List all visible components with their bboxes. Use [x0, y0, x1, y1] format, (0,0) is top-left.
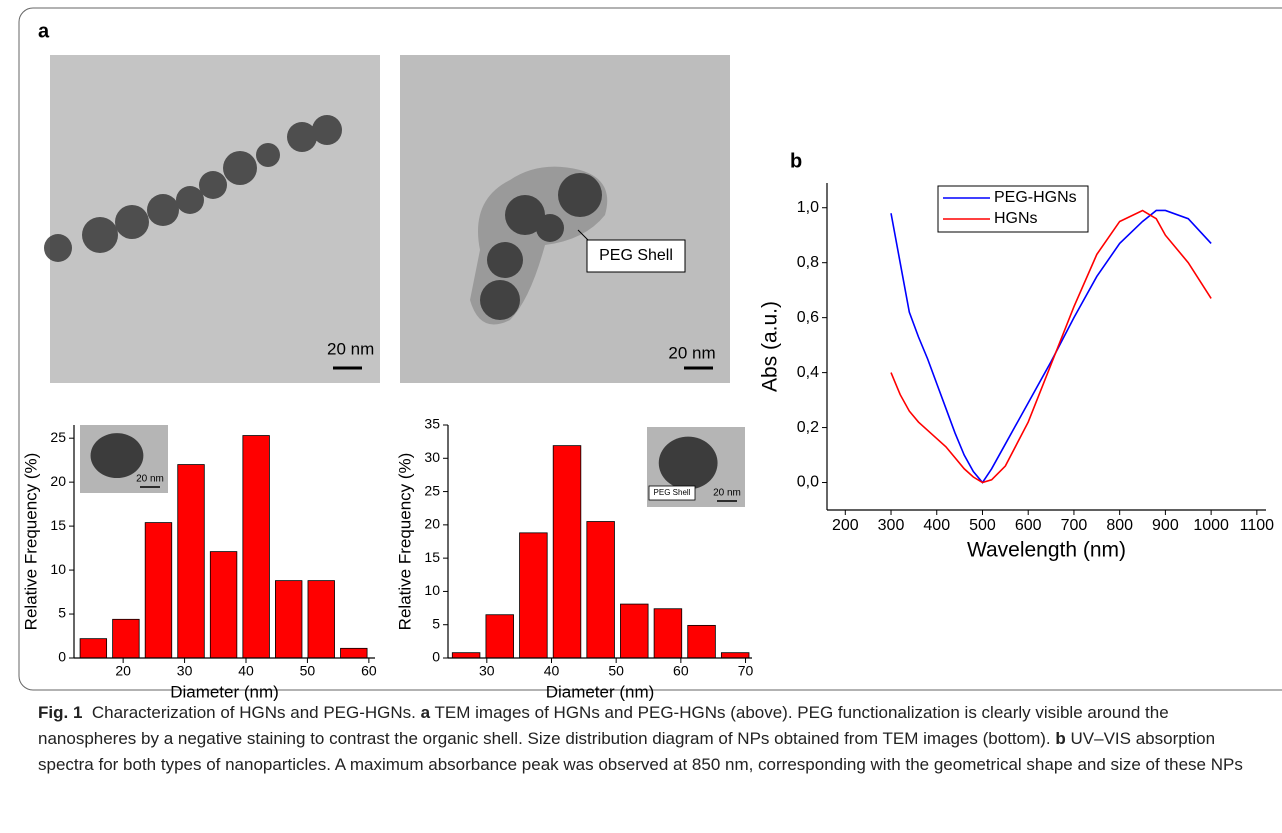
x-tick-label: 500: [969, 517, 996, 534]
bar: [177, 464, 205, 659]
y-tick-label: 5: [432, 615, 440, 631]
bar: [720, 652, 750, 659]
x-tick-label: 800: [1106, 517, 1133, 534]
x-tick-label: 50: [300, 663, 316, 679]
y-tick-label: 5: [58, 605, 66, 621]
tem-image: [44, 55, 380, 383]
x-tick-label: 40: [544, 663, 560, 679]
y-tick-label: 0,0: [797, 474, 819, 491]
bar: [552, 445, 582, 659]
caption-text: Fig. 1: [38, 703, 83, 722]
bar: [112, 618, 140, 659]
caption-text: TEM images of HGNs and PEG-HGNs (above).…: [38, 703, 1174, 748]
bar: [307, 580, 335, 659]
bar: [586, 521, 615, 659]
y-tick-label: 0,2: [797, 419, 819, 436]
x-tick-label: 200: [832, 517, 859, 534]
bar: [79, 638, 108, 659]
y-tick-label: 15: [424, 549, 440, 565]
x-tick-label: 20: [115, 663, 131, 679]
inset-particle: [90, 433, 144, 479]
y-tick-label: 35: [424, 416, 440, 432]
x-axis-label: Diameter (nm): [546, 682, 655, 701]
panel-label: a: [38, 20, 50, 42]
bar: [209, 551, 238, 659]
bar: [653, 608, 683, 659]
y-tick-label: 0,4: [797, 364, 819, 381]
bar: [485, 614, 514, 659]
x-tick-label: 60: [361, 663, 377, 679]
y-tick-label: 0,6: [797, 309, 819, 326]
bar: [451, 652, 481, 659]
annotation: PEG Shell: [599, 247, 673, 264]
y-axis-label: Relative Frequency (%): [395, 453, 414, 631]
x-tick-label: 60: [673, 663, 689, 679]
x-tick-label: 900: [1152, 517, 1179, 534]
caption-text: a: [420, 703, 431, 722]
bar: [687, 624, 716, 659]
y-axis-label: Abs (a.u.): [759, 301, 782, 392]
caption-text: Characterization of HGNs and PEG-HGNs.: [82, 703, 421, 722]
x-tick-label: 50: [608, 663, 624, 679]
scale-label: 20 nm: [668, 343, 715, 362]
x-tick-label: 30: [479, 663, 495, 679]
y-tick-label: 0: [432, 649, 440, 665]
y-tick-label: 10: [50, 561, 66, 577]
y-tick-label: 30: [424, 449, 440, 465]
legend-label: PEG-HGNs: [994, 189, 1077, 206]
y-tick-label: 20: [424, 516, 440, 532]
legend-label: HGNs: [994, 210, 1038, 227]
x-tick-label: 1000: [1193, 517, 1229, 534]
annotation: PEG Shell: [654, 488, 691, 497]
panel-label: b: [790, 150, 802, 172]
bar: [242, 435, 270, 659]
legend-box: [937, 185, 1089, 233]
caption-text: UV–VIS absorption spectra for both types…: [38, 729, 1243, 774]
x-tick-label: 300: [878, 517, 905, 534]
line-series: [890, 209, 1212, 484]
caption: Fig. 1 Characterization of HGNs and PEG-…: [38, 700, 1253, 778]
x-axis-label: Wavelength (nm): [967, 539, 1126, 562]
x-tick-label: 1100: [1240, 517, 1275, 534]
bar: [340, 647, 368, 659]
caption-text: b: [1055, 729, 1066, 748]
x-tick-label: 70: [738, 663, 754, 679]
annotation-box: [648, 485, 696, 501]
inset-particle: [658, 436, 718, 490]
y-axis-label: Relative Frequency (%): [21, 453, 40, 631]
scale-label: 20 nm: [713, 488, 741, 499]
x-tick-label: 30: [177, 663, 193, 679]
y-tick-label: 25: [424, 482, 440, 498]
x-tick-label: 40: [238, 663, 254, 679]
bar: [275, 580, 303, 659]
scale-label: 20 nm: [327, 339, 374, 358]
scale-label: 20 nm: [136, 474, 164, 485]
y-tick-label: 0: [58, 649, 66, 665]
y-tick-label: 20: [50, 473, 66, 489]
x-axis-label: Diameter (nm): [170, 682, 279, 701]
y-tick-label: 25: [50, 429, 66, 445]
bar: [620, 603, 649, 659]
line-series: [890, 209, 1212, 484]
x-tick-label: 700: [1061, 517, 1088, 534]
bar: [519, 532, 548, 659]
x-tick-label: 600: [1015, 517, 1042, 534]
y-tick-label: 15: [50, 517, 66, 533]
y-tick-label: 10: [424, 582, 440, 598]
x-tick-label: 400: [923, 517, 950, 534]
bar: [144, 522, 173, 659]
y-tick-label: 1,0: [797, 199, 819, 216]
frame: [18, 7, 1282, 691]
tem-image: [400, 55, 730, 383]
y-tick-label: 0,8: [797, 254, 819, 271]
